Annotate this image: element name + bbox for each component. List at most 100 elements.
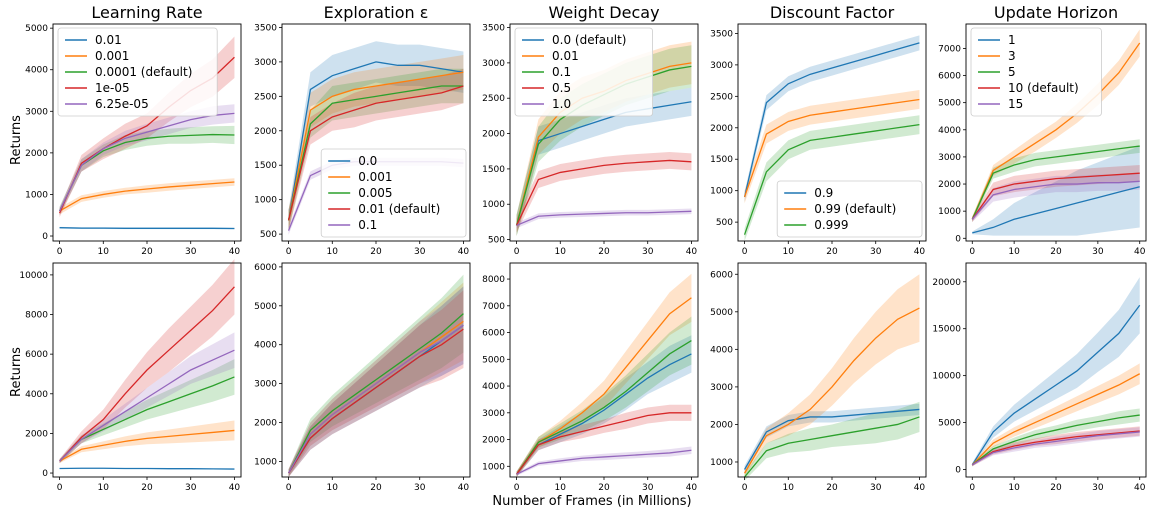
series-line-4 xyxy=(516,412,692,475)
legend-label: 0.01 (default) xyxy=(358,202,440,216)
series-band-3 xyxy=(972,139,1140,223)
x-tick-label: 40 xyxy=(914,483,926,493)
y-tick-label: 10000 xyxy=(19,271,48,281)
panel-3: 0 10 20 30 40 500 1000 1500 2000 2500 3000 3500 Weig… xyxy=(482,3,699,257)
series-line-2 xyxy=(287,71,464,221)
x-tick-label: 10 xyxy=(98,247,110,257)
series-line-2 xyxy=(743,98,920,198)
panel-title: Learning Rate xyxy=(91,3,202,22)
x-tick-label: 0 xyxy=(969,247,975,257)
series-line-3 xyxy=(59,376,235,462)
y-tick-label: 3000 xyxy=(710,61,733,71)
x-tick-label: 0 xyxy=(286,247,292,257)
x-tick-label: 20 xyxy=(598,247,610,257)
series-band-2 xyxy=(516,273,692,477)
y-tick-label: 1000 xyxy=(254,196,277,206)
series-line-1 xyxy=(743,42,920,198)
y-tick-label: 0 xyxy=(955,234,961,244)
y-tick-label: 20000 xyxy=(932,278,961,288)
y-tick-label: 1500 xyxy=(482,165,505,175)
panel-9: 0 10 20 30 40 1000 2000 3000 4000 5000 6000 xyxy=(710,262,927,493)
series-band-3 xyxy=(744,115,920,241)
y-tick-label: 15000 xyxy=(932,325,961,335)
series-band-1 xyxy=(516,87,692,237)
legend-box xyxy=(514,27,654,117)
x-tick-label: 30 xyxy=(870,483,882,493)
series-band-1 xyxy=(288,286,464,477)
series-line-3 xyxy=(516,340,692,475)
x-tick-label: 0 xyxy=(742,247,748,257)
legend-label: 0.01 xyxy=(95,33,122,47)
x-tick-label: 0 xyxy=(969,483,975,493)
y-tick-label: 2000 xyxy=(254,419,277,429)
panel-10: 0 10 20 30 40 0 5000 10000 15000 20000 xyxy=(932,262,1147,493)
x-tick-label: 20 xyxy=(141,483,153,493)
legend: 0.01 0.001 0.0001 (default) 1e-05 6.25e-05 xyxy=(57,27,218,117)
x-tick-label: 30 xyxy=(870,247,882,257)
y-tick-label: 7000 xyxy=(938,44,961,54)
series-line-2 xyxy=(971,42,1141,220)
x-tick-label: 40 xyxy=(914,247,926,257)
y-tick-label: 8000 xyxy=(482,275,505,285)
series-line-1 xyxy=(971,304,1141,466)
y-tick-label: 6000 xyxy=(938,72,961,82)
panel-title: Update Horizon xyxy=(994,3,1118,22)
series-band-2 xyxy=(744,274,920,477)
y-tick-label: 3000 xyxy=(482,59,505,69)
series-band-2 xyxy=(744,90,920,204)
legend-label: 1.0 xyxy=(552,97,571,111)
y-tick-label: 2500 xyxy=(482,94,505,104)
legend-label: 0.01 xyxy=(552,49,579,63)
legend-label: 0.5 xyxy=(552,81,571,95)
x-tick-label: 10 xyxy=(783,247,795,257)
y-tick-label: 4000 xyxy=(710,345,733,355)
series-band-5 xyxy=(288,286,464,477)
x-tick-label: 10 xyxy=(327,483,339,493)
y-tick-label: 5000 xyxy=(25,24,48,34)
legend-label: 6.25e-05 xyxy=(95,97,149,111)
panel-title: Weight Decay xyxy=(548,3,659,22)
series-band-2 xyxy=(972,363,1140,467)
legend-label: 0.0 xyxy=(358,154,377,168)
legend-box xyxy=(776,180,923,238)
legend-label: 10 (default) xyxy=(1008,81,1079,95)
y-tick-label: 6000 xyxy=(25,350,48,360)
series-band-3 xyxy=(288,274,464,477)
panel-8: 0 10 20 30 40 1000 2000 3000 4000 5000 6000 7000 800… xyxy=(482,262,699,493)
series-line-3 xyxy=(743,123,920,235)
y-tick-label: 6000 xyxy=(710,270,733,280)
legend-label: 0.1 xyxy=(552,65,571,79)
series-line-4 xyxy=(971,430,1140,466)
y-tick-label: 5000 xyxy=(710,308,733,318)
series-line-5 xyxy=(516,210,692,227)
series-band-4 xyxy=(59,259,235,464)
panel-title: Discount Factor xyxy=(770,3,895,22)
y-tick-label: 3500 xyxy=(710,29,733,39)
series-line-2 xyxy=(59,181,235,212)
x-tick-label: 40 xyxy=(229,483,241,493)
x-tick-label: 20 xyxy=(598,483,610,493)
x-tick-label: 20 xyxy=(370,483,382,493)
y-axis-label-top: Returns xyxy=(9,115,24,165)
series-line-5 xyxy=(58,112,235,212)
series-band-4 xyxy=(516,151,692,233)
y-tick-label: 5000 xyxy=(482,355,505,365)
panel-1: 0 10 20 30 40 0 1000 2000 3000 4000 5000 Learning R… xyxy=(25,3,242,257)
y-tick-label: 4000 xyxy=(482,382,505,392)
y-tick-label: 6000 xyxy=(482,329,505,339)
series-line-2 xyxy=(516,297,692,475)
series-line-5 xyxy=(971,431,1140,466)
x-tick-label: 40 xyxy=(458,483,470,493)
series-line-3 xyxy=(971,145,1140,220)
x-tick-label: 0 xyxy=(286,483,292,493)
legend-label: 0.005 xyxy=(358,186,392,200)
x-tick-label: 40 xyxy=(458,247,470,257)
x-tick-label: 30 xyxy=(642,247,654,257)
series-line-1 xyxy=(972,186,1140,234)
series-line-4 xyxy=(515,159,692,226)
y-tick-label: 2000 xyxy=(710,420,733,430)
y-tick-label: 1000 xyxy=(482,462,505,472)
x-tick-label: 10 xyxy=(1008,247,1020,257)
x-tick-label: 10 xyxy=(327,247,339,257)
